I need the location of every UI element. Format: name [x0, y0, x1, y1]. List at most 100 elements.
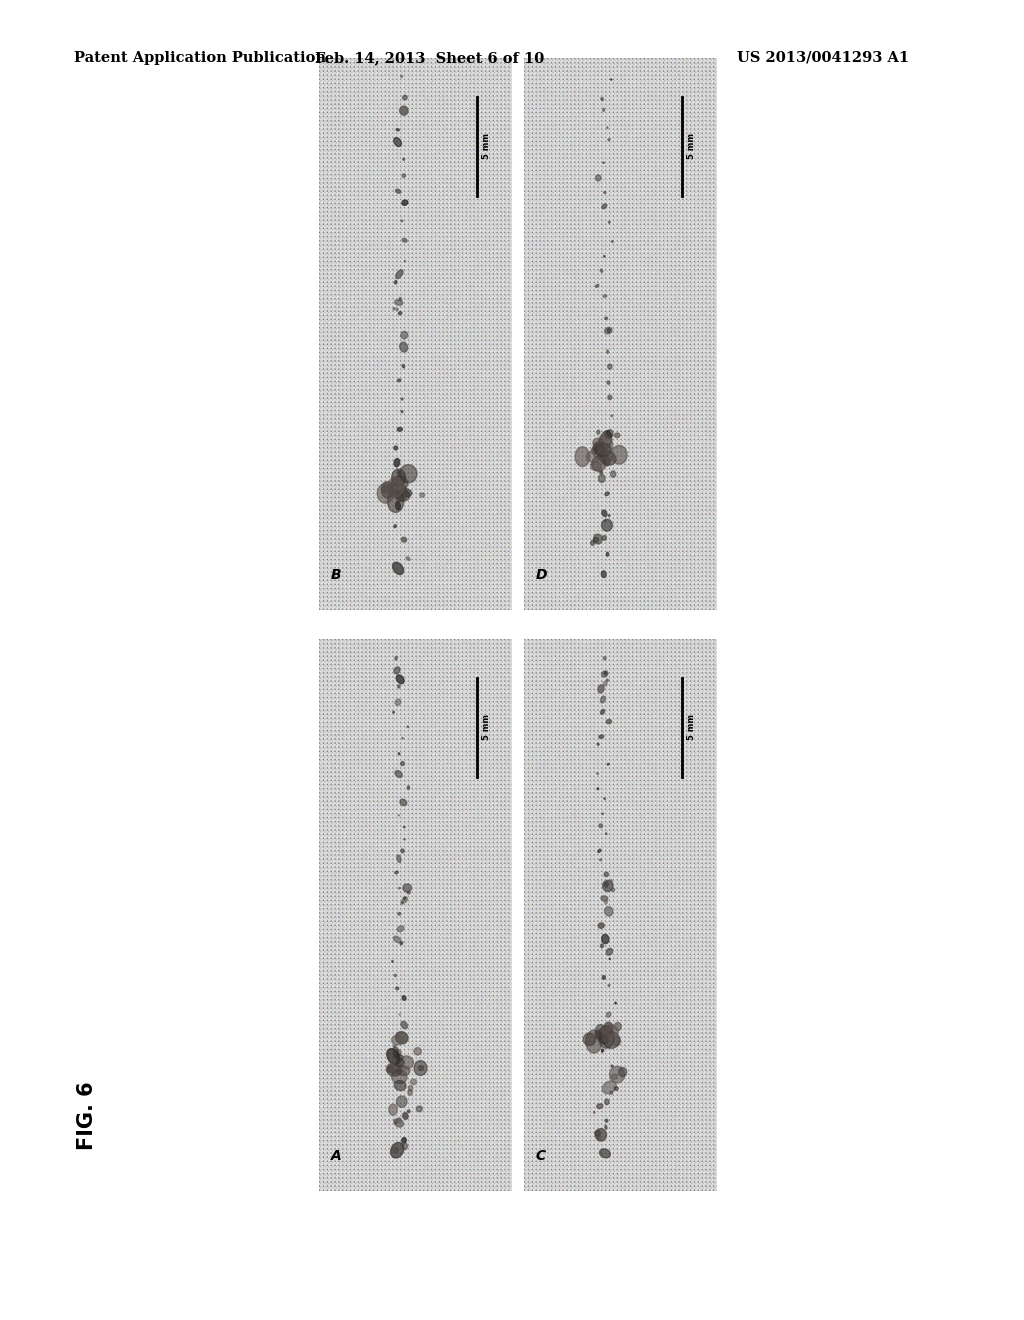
- Ellipse shape: [394, 1122, 397, 1123]
- Ellipse shape: [396, 1059, 404, 1067]
- Ellipse shape: [402, 995, 406, 1001]
- Ellipse shape: [391, 1069, 408, 1084]
- Ellipse shape: [601, 519, 612, 531]
- Ellipse shape: [389, 1104, 397, 1115]
- Ellipse shape: [604, 900, 607, 904]
- Ellipse shape: [596, 1030, 603, 1040]
- Ellipse shape: [606, 949, 612, 956]
- Ellipse shape: [401, 849, 404, 853]
- Ellipse shape: [604, 797, 605, 800]
- Ellipse shape: [402, 1113, 408, 1119]
- Ellipse shape: [386, 1065, 392, 1072]
- Ellipse shape: [591, 462, 601, 471]
- Ellipse shape: [600, 696, 605, 704]
- Ellipse shape: [608, 395, 611, 400]
- Ellipse shape: [397, 1067, 410, 1076]
- Ellipse shape: [396, 675, 404, 684]
- Ellipse shape: [598, 1026, 614, 1048]
- Ellipse shape: [394, 1119, 403, 1127]
- Ellipse shape: [393, 1119, 397, 1123]
- Ellipse shape: [392, 562, 403, 574]
- Ellipse shape: [602, 510, 607, 516]
- Ellipse shape: [605, 1119, 608, 1122]
- Ellipse shape: [603, 880, 613, 891]
- Ellipse shape: [595, 1129, 606, 1140]
- Ellipse shape: [599, 824, 602, 828]
- Ellipse shape: [611, 888, 614, 891]
- Ellipse shape: [398, 887, 400, 888]
- Ellipse shape: [402, 364, 404, 368]
- Ellipse shape: [606, 680, 608, 681]
- Ellipse shape: [603, 1023, 612, 1035]
- Ellipse shape: [609, 1032, 612, 1035]
- Ellipse shape: [408, 891, 411, 894]
- Ellipse shape: [615, 1002, 616, 1003]
- Text: 5 mm: 5 mm: [687, 714, 696, 741]
- Ellipse shape: [387, 491, 403, 512]
- Ellipse shape: [381, 482, 393, 498]
- Ellipse shape: [596, 176, 601, 181]
- Ellipse shape: [605, 1126, 607, 1129]
- Ellipse shape: [604, 1100, 609, 1105]
- Ellipse shape: [397, 428, 402, 432]
- Ellipse shape: [596, 285, 599, 288]
- Ellipse shape: [394, 281, 397, 284]
- Ellipse shape: [593, 444, 600, 451]
- Ellipse shape: [398, 488, 412, 496]
- Ellipse shape: [394, 974, 396, 977]
- Ellipse shape: [395, 656, 397, 660]
- Ellipse shape: [608, 985, 609, 986]
- Ellipse shape: [602, 813, 603, 814]
- Ellipse shape: [598, 923, 604, 928]
- Ellipse shape: [608, 139, 610, 141]
- Ellipse shape: [602, 1032, 609, 1041]
- Ellipse shape: [598, 474, 605, 482]
- Ellipse shape: [401, 399, 402, 400]
- Ellipse shape: [603, 108, 604, 111]
- Ellipse shape: [598, 685, 604, 693]
- Ellipse shape: [397, 471, 401, 475]
- Ellipse shape: [396, 1055, 403, 1060]
- Ellipse shape: [394, 525, 396, 528]
- Ellipse shape: [600, 269, 603, 272]
- Ellipse shape: [603, 681, 607, 686]
- Ellipse shape: [395, 771, 402, 777]
- Ellipse shape: [399, 342, 408, 352]
- Ellipse shape: [402, 174, 406, 177]
- Ellipse shape: [393, 1047, 398, 1053]
- Ellipse shape: [600, 454, 612, 463]
- Ellipse shape: [604, 907, 613, 916]
- Ellipse shape: [408, 1090, 412, 1096]
- Ellipse shape: [377, 483, 394, 503]
- Ellipse shape: [390, 1142, 403, 1158]
- Ellipse shape: [397, 470, 399, 473]
- Ellipse shape: [607, 381, 610, 384]
- Ellipse shape: [414, 1048, 421, 1055]
- Ellipse shape: [398, 752, 400, 755]
- Ellipse shape: [602, 975, 605, 979]
- Ellipse shape: [602, 536, 606, 540]
- Ellipse shape: [608, 515, 610, 516]
- Ellipse shape: [606, 1012, 611, 1018]
- Ellipse shape: [611, 1074, 617, 1080]
- Ellipse shape: [395, 189, 401, 193]
- Ellipse shape: [419, 1065, 424, 1071]
- Ellipse shape: [394, 446, 397, 450]
- Ellipse shape: [387, 1065, 401, 1076]
- Ellipse shape: [391, 469, 406, 486]
- Ellipse shape: [400, 762, 404, 766]
- Ellipse shape: [605, 492, 609, 495]
- Ellipse shape: [417, 1106, 422, 1111]
- Ellipse shape: [606, 552, 608, 556]
- Ellipse shape: [402, 201, 408, 206]
- Ellipse shape: [403, 898, 406, 900]
- Ellipse shape: [400, 942, 402, 945]
- Ellipse shape: [397, 925, 403, 932]
- Ellipse shape: [597, 772, 598, 775]
- Ellipse shape: [606, 719, 611, 723]
- Ellipse shape: [599, 432, 612, 449]
- Ellipse shape: [598, 849, 601, 853]
- Text: FIG. 6: FIG. 6: [77, 1081, 97, 1150]
- Ellipse shape: [402, 896, 408, 903]
- Ellipse shape: [611, 414, 612, 417]
